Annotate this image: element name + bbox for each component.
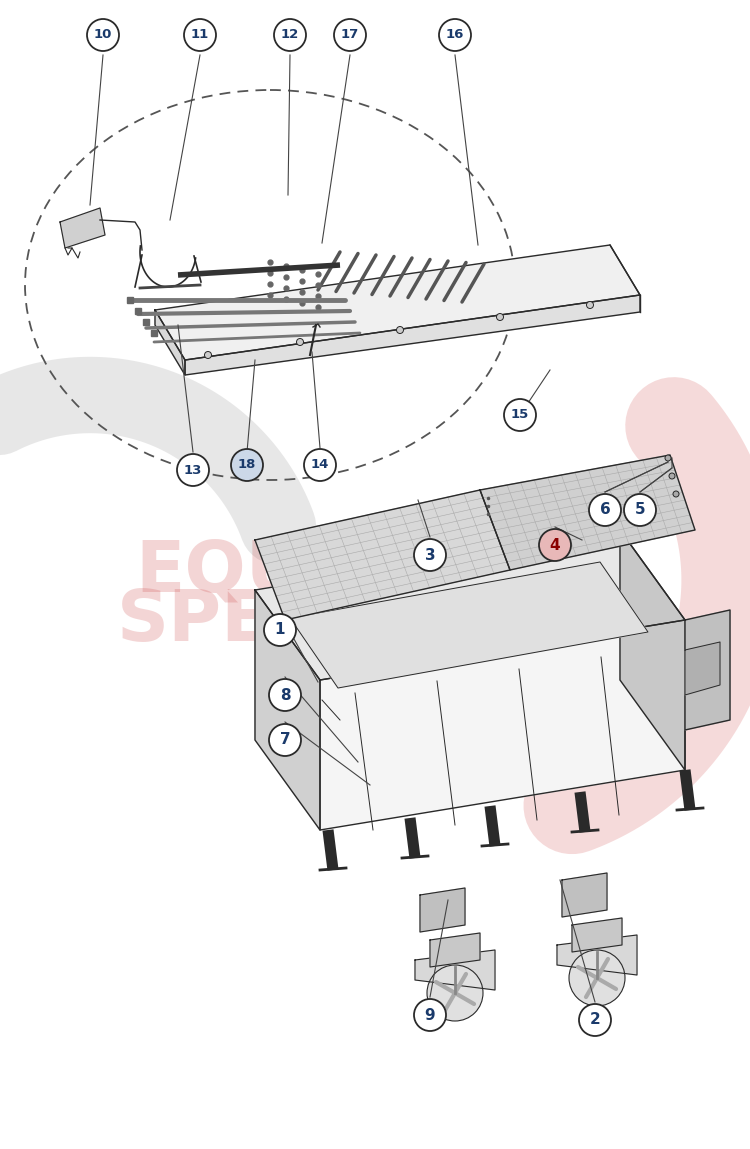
Polygon shape [620,530,685,770]
Text: 5: 5 [634,502,645,517]
Text: 17: 17 [340,29,359,41]
Circle shape [87,20,119,51]
Circle shape [673,491,679,498]
Circle shape [269,679,301,711]
Text: 13: 13 [184,463,203,477]
Polygon shape [480,455,695,570]
Polygon shape [415,950,495,990]
Circle shape [439,20,471,51]
Circle shape [231,449,263,481]
Text: EQUIPMENT: EQUIPMENT [135,538,615,607]
Circle shape [569,950,625,1007]
Text: 2: 2 [590,1012,600,1027]
Polygon shape [255,530,685,680]
Polygon shape [557,935,637,976]
Circle shape [205,352,212,358]
Circle shape [624,494,656,526]
Circle shape [304,449,336,481]
Text: 11: 11 [190,29,209,41]
Circle shape [427,965,483,1021]
Circle shape [414,998,446,1031]
Text: SPECIALISTS: SPECIALISTS [117,587,633,656]
Text: 7: 7 [280,733,290,748]
Text: 1: 1 [274,623,285,638]
Text: 8: 8 [280,687,290,702]
Circle shape [539,529,571,561]
Circle shape [504,399,536,431]
Polygon shape [255,589,320,830]
Polygon shape [430,933,480,967]
Text: 18: 18 [238,458,256,471]
Circle shape [334,20,366,51]
Polygon shape [562,873,607,917]
Polygon shape [572,918,622,953]
Text: 12: 12 [280,29,299,41]
Polygon shape [185,295,640,375]
Text: 16: 16 [446,29,464,41]
Circle shape [586,301,593,308]
Polygon shape [420,888,465,932]
Text: 15: 15 [511,409,530,422]
Circle shape [665,455,671,461]
Text: 3: 3 [424,548,435,563]
Circle shape [269,724,301,756]
Polygon shape [60,208,105,248]
Text: 9: 9 [424,1008,435,1023]
Text: 6: 6 [600,502,610,517]
Circle shape [579,1004,611,1036]
Polygon shape [685,610,730,730]
Polygon shape [255,489,510,620]
Circle shape [184,20,216,51]
Circle shape [397,326,404,333]
Text: 14: 14 [310,458,329,471]
Text: 4: 4 [550,538,560,553]
Circle shape [414,539,446,571]
Polygon shape [155,310,185,375]
Polygon shape [290,562,648,688]
Polygon shape [320,620,685,830]
Circle shape [264,614,296,646]
Circle shape [669,473,675,479]
Circle shape [274,20,306,51]
Circle shape [589,494,621,526]
Circle shape [496,314,503,321]
Circle shape [177,454,209,486]
Circle shape [296,339,304,346]
Polygon shape [155,245,640,360]
Polygon shape [685,642,720,695]
Text: 10: 10 [94,29,112,41]
